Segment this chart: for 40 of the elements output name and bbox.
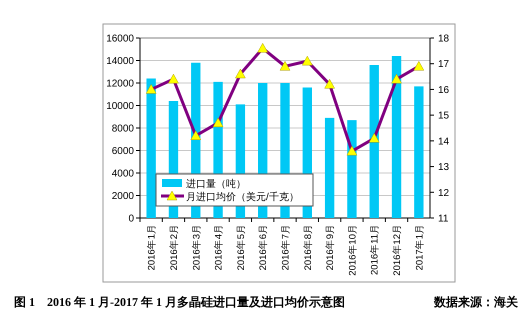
y-tick-label: 14000: [106, 56, 134, 67]
y2-tick-label: 11: [438, 214, 449, 224]
x-tick-label: 2017年1月: [413, 224, 426, 270]
x-tick-label: 2016年11月: [368, 224, 381, 275]
x-tick-label: 2016年2月: [168, 224, 180, 270]
x-tick-label: 2016年1月: [146, 224, 158, 270]
bar: [414, 86, 424, 218]
bar: [146, 78, 156, 218]
x-tick-label: 2016年5月: [234, 224, 247, 270]
bar: [324, 118, 334, 218]
y-tick-label: 16000: [106, 34, 134, 44]
text: 图 1 2016 年 1 月-2017 年 1 月多晶硅进口量及进口均价示意图: [14, 295, 345, 309]
y2-tick-label: 14: [438, 136, 450, 148]
x-tick-label: 2016年8月: [302, 224, 314, 270]
x-tick-label: 2016年7月: [280, 224, 292, 270]
y2-tick-label: 18: [438, 34, 450, 44]
legend-label: 月进口均价（美元/千克）: [186, 191, 299, 203]
y2-tick-label: 13: [438, 162, 450, 174]
y-tick-label: 6000: [112, 146, 134, 157]
x-tick-label: 2016年6月: [257, 224, 270, 270]
x-tick-label: 2016年4月: [212, 224, 225, 270]
x-tick-label: 2016年10月: [346, 224, 358, 276]
y-tick-label: 12000: [106, 78, 134, 90]
bar: [370, 65, 379, 218]
x-tick-label: 2016年9月: [324, 224, 336, 270]
y2-tick-label: 12: [438, 188, 450, 199]
y2-tick-label: 15: [438, 110, 450, 122]
bar: [392, 56, 402, 218]
source-note: 数据来源：海关: [433, 295, 519, 309]
y-tick-label: 10000: [106, 101, 134, 112]
y-tick-label: 0: [128, 214, 134, 224]
y2-tick-label: 17: [438, 59, 450, 70]
x-tick-label: 2016年3月: [190, 224, 202, 270]
bar: [347, 120, 357, 218]
y-tick-label: 2000: [112, 191, 134, 202]
legend-label: 进口量（吨）: [186, 178, 246, 190]
y-tick-label: 4000: [112, 168, 134, 180]
x-tick-label: 2016年12月: [391, 224, 404, 276]
y-tick-label: 8000: [112, 124, 134, 134]
y2-tick-label: 16: [438, 84, 450, 96]
